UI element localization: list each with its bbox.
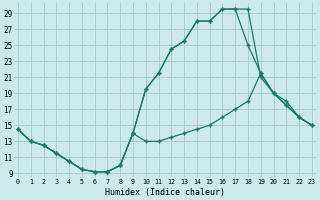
X-axis label: Humidex (Indice chaleur): Humidex (Indice chaleur) (105, 188, 225, 197)
